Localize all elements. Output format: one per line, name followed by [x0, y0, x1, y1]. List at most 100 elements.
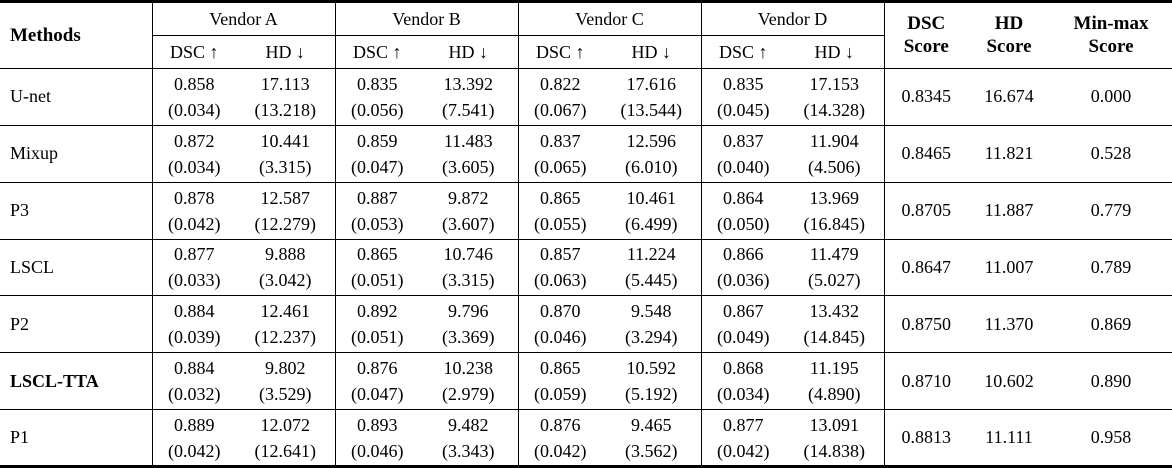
hd-value: 11.904 — [809, 130, 859, 151]
hd-std: (3.562) — [625, 440, 678, 461]
vendor-b-group-header: Vendor B — [335, 1, 519, 36]
hd-value: 10.592 — [626, 358, 677, 379]
hd-std: (7.541) — [442, 99, 495, 120]
dsc-std: (0.045) — [717, 99, 770, 120]
dsc-value: 0.872 — [174, 130, 215, 151]
hd-value: 11.479 — [809, 244, 859, 265]
cell-vendor-c-dsc: 0.865 (0.059) — [518, 352, 602, 410]
cell-vendor-d-hd: 11.479 (5.027) — [785, 238, 885, 296]
cell-vendor-c-dsc: 0.876 (0.042) — [518, 409, 602, 467]
cell-vendor-c-hd: 10.592 (5.192) — [602, 352, 702, 410]
dsc-std: (0.033) — [168, 270, 221, 291]
vendor-d-hd-header: HD ↓ — [785, 35, 885, 69]
hd-std: (5.445) — [625, 270, 678, 291]
dsc-score-value: 0.8750 — [884, 295, 968, 353]
cell-vendor-d-dsc: 0.868 (0.034) — [701, 352, 785, 410]
dsc-std: (0.050) — [717, 213, 770, 234]
cell-vendor-d-hd: 13.432 (14.845) — [785, 295, 885, 353]
hd-std: (3.343) — [442, 440, 495, 461]
dsc-value: 0.837 — [540, 130, 581, 151]
hd-value: 9.548 — [631, 301, 672, 322]
hd-value: 10.238 — [443, 358, 494, 379]
dsc-std: (0.032) — [168, 384, 221, 405]
cell-vendor-c-dsc: 0.857 (0.063) — [518, 238, 602, 296]
method-name: LSCL-TTA — [0, 352, 153, 410]
dsc-value: 0.893 — [357, 414, 398, 435]
cell-vendor-c-dsc: 0.837 (0.065) — [518, 124, 602, 183]
cell-vendor-b-hd: 10.746 (3.315) — [419, 238, 519, 296]
hd-value: 13.969 — [809, 187, 860, 208]
dsc-std: (0.067) — [534, 99, 587, 120]
hd-std: (5.192) — [625, 384, 678, 405]
cell-vendor-a-dsc: 0.872 (0.034) — [152, 124, 236, 183]
dsc-std: (0.051) — [351, 327, 404, 348]
cell-vendor-d-hd: 13.969 (16.845) — [785, 181, 885, 240]
hd-score-value: 11.821 — [968, 124, 1050, 183]
dsc-std: (0.042) — [717, 440, 770, 461]
dsc-value: 0.876 — [540, 414, 581, 435]
dsc-std: (0.046) — [534, 327, 587, 348]
hd-value: 12.596 — [626, 130, 677, 151]
dsc-std: (0.047) — [351, 384, 404, 405]
cell-vendor-b-hd: 9.482 (3.343) — [419, 409, 519, 467]
vendor-a-group-header: Vendor A — [152, 1, 336, 36]
dsc-std: (0.042) — [534, 440, 587, 461]
cell-vendor-c-hd: 9.548 (3.294) — [602, 295, 702, 353]
dsc-value: 0.835 — [723, 73, 764, 94]
hd-std: (14.838) — [803, 440, 866, 461]
vendor-a-hd-header: HD ↓ — [236, 35, 336, 69]
minmax-score-value: 0.869 — [1050, 295, 1172, 353]
dsc-std: (0.034) — [168, 156, 221, 177]
dsc-std: (0.056) — [351, 99, 404, 120]
cell-vendor-a-dsc: 0.878 (0.042) — [152, 181, 236, 240]
minmax-score-value: 0.890 — [1050, 352, 1172, 410]
dsc-value: 0.859 — [357, 130, 398, 151]
minmax-score-value: 0.958 — [1050, 409, 1172, 467]
methods-column-header: Methods — [0, 1, 153, 69]
table-row-lscl-tta: LSCL-TTA 0.884 (0.032) 9.802 (3.529) 0.876… — [0, 352, 1172, 410]
hd-std: (12.641) — [254, 440, 317, 461]
hd-value: 13.392 — [443, 73, 494, 94]
hd-value: 11.224 — [626, 244, 676, 265]
cell-vendor-d-hd: 17.153 (14.328) — [785, 68, 885, 126]
hd-std: (3.294) — [625, 327, 678, 348]
cell-vendor-d-hd: 11.195 (4.890) — [785, 352, 885, 410]
cell-vendor-b-dsc: 0.876 (0.047) — [335, 352, 419, 410]
hd-value: 17.153 — [809, 73, 860, 94]
hd-score-header-line2: Score — [986, 35, 1032, 57]
vendor-d-group-header: Vendor D — [701, 1, 885, 36]
hd-std: (2.979) — [442, 384, 495, 405]
cell-vendor-d-hd: 13.091 (14.838) — [785, 409, 885, 467]
method-name: P1 — [0, 409, 153, 467]
vendor-b-hd-header: HD ↓ — [419, 35, 519, 69]
hd-std: (3.529) — [259, 384, 312, 405]
hd-value: 9.872 — [448, 187, 489, 208]
hd-std: (16.845) — [803, 213, 866, 234]
table-row-p3: P3 0.878 (0.042) 12.587 (12.279) 0.887 (0.0… — [0, 181, 1172, 240]
minmax-score-column-header: Min-max Score — [1050, 2, 1172, 69]
cell-vendor-a-dsc: 0.884 (0.039) — [152, 295, 236, 353]
dsc-value: 0.865 — [540, 187, 581, 208]
hd-std: (14.845) — [803, 327, 866, 348]
hd-value: 9.482 — [448, 414, 489, 435]
dsc-value: 0.884 — [174, 358, 215, 379]
method-name: P3 — [0, 181, 153, 240]
cell-vendor-a-hd: 12.587 (12.279) — [236, 181, 336, 240]
dsc-value: 0.865 — [357, 244, 398, 265]
minmax-score-header-line1: Min-max — [1073, 13, 1149, 35]
cell-vendor-c-dsc: 0.822 (0.067) — [518, 68, 602, 126]
dsc-std: (0.047) — [351, 156, 404, 177]
dsc-value: 0.877 — [174, 244, 215, 265]
hd-std: (6.010) — [625, 156, 678, 177]
minmax-score-value: 0.789 — [1050, 238, 1172, 296]
cell-vendor-b-hd: 13.392 (7.541) — [419, 68, 519, 126]
method-name: LSCL — [0, 238, 153, 296]
cell-vendor-b-dsc: 0.835 (0.056) — [335, 68, 419, 126]
hd-score-value: 10.602 — [968, 352, 1050, 410]
cell-vendor-d-hd: 11.904 (4.506) — [785, 124, 885, 183]
cell-vendor-a-hd: 12.072 (12.641) — [236, 409, 336, 467]
hd-std: (3.605) — [442, 156, 495, 177]
cell-vendor-a-dsc: 0.858 (0.034) — [152, 68, 236, 126]
